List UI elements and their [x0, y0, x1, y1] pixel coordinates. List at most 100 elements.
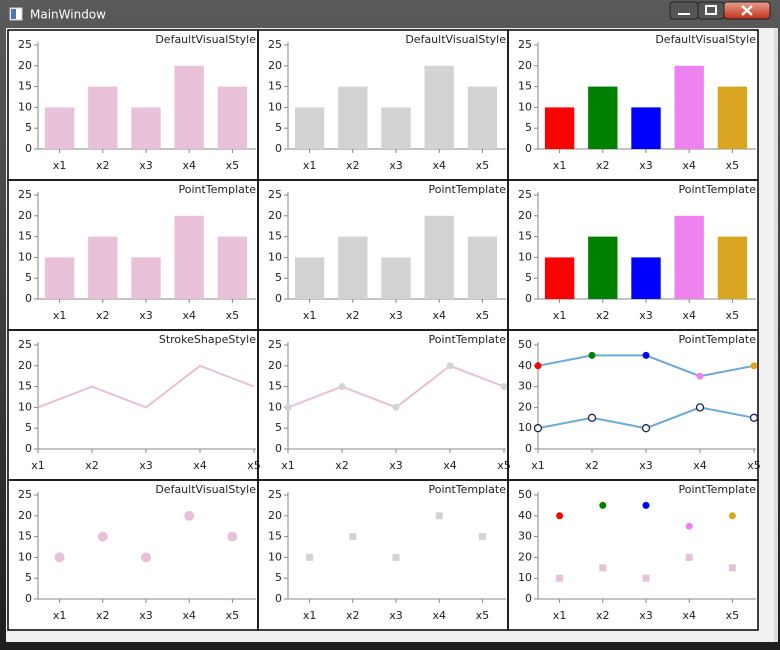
chart-title: PointTemplate — [428, 333, 506, 346]
bar — [467, 86, 498, 149]
y-tick-label: 25 — [18, 488, 32, 501]
point — [97, 531, 108, 542]
bar — [294, 107, 325, 149]
y-tick-label: 20 — [18, 359, 32, 372]
bar — [217, 236, 248, 299]
maximize-button[interactable] — [697, 1, 725, 20]
y-tick-label: 20 — [268, 509, 282, 522]
x-tick-label: x4 — [182, 309, 196, 322]
bar — [631, 257, 661, 299]
y-tick-label: 5 — [25, 121, 32, 134]
point — [750, 362, 758, 370]
y-tick-label: 5 — [275, 121, 282, 134]
y-tick-label: 25 — [268, 488, 282, 501]
point — [685, 553, 693, 561]
point — [54, 552, 65, 563]
point — [184, 510, 195, 521]
point — [642, 501, 650, 509]
y-tick-label: 20 — [518, 550, 532, 563]
y-tick-label: 0 — [525, 292, 532, 305]
bar — [338, 236, 368, 299]
point — [435, 512, 443, 520]
maximize-icon — [705, 5, 717, 15]
y-tick-label: 20 — [518, 209, 532, 222]
x-tick-label: x4 — [193, 459, 207, 472]
point — [392, 403, 400, 411]
y-tick-label: 10 — [518, 421, 532, 434]
bar — [381, 107, 411, 149]
point — [306, 553, 314, 561]
y-tick-label: 25 — [518, 188, 532, 201]
y-tick-label: 10 — [518, 250, 532, 263]
x-tick-label: x4 — [432, 309, 446, 322]
bar — [674, 215, 704, 299]
y-tick-label: 15 — [18, 80, 32, 93]
y-tick-label: 0 — [525, 442, 532, 455]
chart-title: PointTemplate — [678, 483, 756, 496]
bar — [44, 257, 75, 299]
y-tick-label: 15 — [518, 230, 532, 243]
x-tick-label: x2 — [85, 459, 99, 472]
y-tick-label: 10 — [518, 100, 532, 113]
chart: DefaultVisualStyle 0 5 10 15 20 25 x1 x2 x3 x4 x5 — [7, 479, 259, 631]
y-tick-label: 25 — [268, 38, 282, 51]
point — [749, 413, 759, 422]
y-tick-label: 5 — [275, 421, 282, 434]
point — [141, 552, 151, 563]
y-tick-label: 15 — [518, 80, 532, 93]
bar — [217, 86, 248, 149]
chart: PointTemplate 0 10 20 30 40 50 x1 x2 x3 x4 x5 — [507, 329, 761, 481]
x-tick-label: x1 — [553, 609, 567, 622]
bar — [88, 86, 118, 149]
x-tick-label: x3 — [389, 159, 403, 172]
y-tick-label: 0 — [275, 592, 282, 605]
chart: PointTemplate 0 5 10 15 20 25 x1 x2 x3 x4 x5 — [257, 479, 509, 631]
x-tick-label: x4 — [682, 309, 696, 322]
bar — [424, 215, 454, 299]
x-tick-label: x3 — [389, 459, 403, 472]
y-tick-label: 5 — [525, 271, 532, 284]
y-tick-label: 5 — [25, 271, 32, 284]
bar — [338, 86, 368, 149]
bar — [544, 257, 575, 299]
y-tick-label: 0 — [25, 292, 32, 305]
chart-title: StrokeShapeStyle — [159, 333, 256, 346]
y-tick-label: 25 — [518, 38, 532, 51]
x-tick-label: x4 — [682, 609, 696, 622]
x-tick-label: x3 — [139, 609, 153, 622]
y-tick-label: 15 — [268, 380, 282, 393]
y-tick-label: 15 — [268, 80, 282, 93]
point — [599, 501, 607, 509]
point — [284, 403, 292, 411]
x-tick-label: x3 — [139, 309, 153, 322]
line — [37, 364, 255, 409]
x-tick-label: x4 — [182, 159, 196, 172]
y-tick-label: 10 — [18, 400, 32, 413]
x-tick-label: x4 — [682, 159, 696, 172]
x-tick-label: x5 — [226, 309, 240, 322]
chart-title: PointTemplate — [678, 183, 756, 196]
point — [349, 533, 357, 541]
chart: PointTemplate 0 5 10 15 20 25 x1 x2 x3 x4 x5 — [507, 179, 759, 331]
x-tick-label: x4 — [432, 609, 446, 622]
point — [392, 553, 400, 561]
x-tick-label: x1 — [53, 309, 67, 322]
bar — [424, 65, 454, 149]
chart-title: PointTemplate — [678, 333, 756, 346]
x-tick-label: x2 — [346, 309, 360, 322]
chart-border — [507, 479, 759, 631]
point — [599, 564, 607, 572]
x-tick-label: x1 — [553, 159, 567, 172]
y-tick-label: 0 — [275, 292, 282, 305]
y-tick-label: 0 — [275, 442, 282, 455]
y-tick-label: 25 — [268, 338, 282, 351]
y-tick-label: 5 — [275, 571, 282, 584]
y-tick-label: 20 — [268, 209, 282, 222]
minimize-button[interactable] — [669, 1, 699, 20]
y-tick-label: 10 — [18, 100, 32, 113]
y-tick-label: 0 — [25, 442, 32, 455]
x-tick-label: x1 — [303, 609, 317, 622]
x-tick-label: x5 — [726, 309, 740, 322]
x-tick-label: x2 — [346, 159, 360, 172]
y-tick-label: 15 — [268, 230, 282, 243]
